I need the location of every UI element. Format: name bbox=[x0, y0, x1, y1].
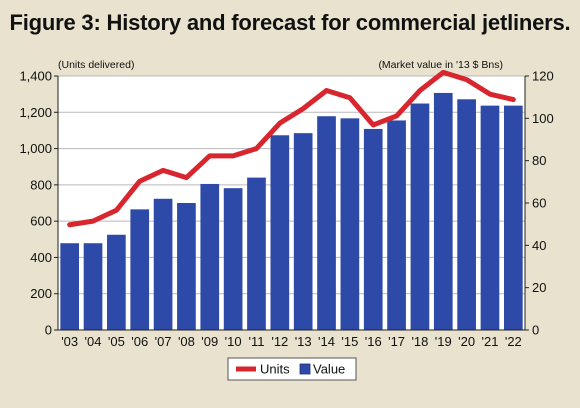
right-tick-label: 120 bbox=[532, 69, 554, 84]
left-tick-label: 0 bbox=[45, 323, 52, 338]
right-tick-label: 80 bbox=[532, 153, 546, 168]
value-bar bbox=[107, 234, 126, 330]
left-tick-label: 1,400 bbox=[19, 69, 52, 84]
left-tick-label: 800 bbox=[30, 177, 52, 192]
x-tick-label: '12 bbox=[271, 334, 288, 349]
left-tick-label: 1,000 bbox=[19, 141, 52, 156]
x-tick-label: '22 bbox=[505, 334, 522, 349]
value-bar bbox=[340, 118, 360, 330]
value-bar bbox=[363, 128, 383, 330]
value-bar bbox=[223, 188, 243, 330]
x-tick-label: '10 bbox=[225, 334, 242, 349]
left-tick-label: 600 bbox=[30, 214, 52, 229]
right-tick-label: 20 bbox=[532, 280, 546, 295]
value-bar bbox=[153, 198, 173, 330]
x-tick-label: '11 bbox=[248, 334, 264, 349]
value-bar bbox=[200, 183, 220, 330]
x-tick-label: '05 bbox=[108, 334, 125, 349]
legend-units-label: Units bbox=[260, 362, 290, 377]
x-tick-label: '13 bbox=[295, 334, 312, 349]
left-tick-label: 1,200 bbox=[19, 105, 52, 120]
value-bar bbox=[130, 209, 150, 330]
legend-value-label: Value bbox=[313, 362, 345, 377]
x-tick-label: '18 bbox=[411, 334, 428, 349]
left-tick-label: 200 bbox=[30, 286, 52, 301]
x-tick-label: '15 bbox=[341, 334, 358, 349]
x-tick-label: '17 bbox=[388, 334, 405, 349]
value-bar bbox=[177, 203, 196, 330]
value-bar bbox=[60, 243, 80, 330]
value-bar bbox=[387, 120, 406, 330]
x-tick-label: '04 bbox=[85, 334, 102, 349]
x-tick-label: '08 bbox=[178, 334, 195, 349]
x-tick-label: '07 bbox=[155, 334, 172, 349]
right-axis-label: (Market value in '13 $ Bns) bbox=[378, 59, 503, 71]
x-tick-label: '14 bbox=[318, 334, 335, 349]
value-bar bbox=[83, 243, 103, 330]
x-tick-label: '19 bbox=[435, 334, 452, 349]
right-tick-label: 0 bbox=[532, 323, 539, 338]
value-bar bbox=[433, 92, 453, 330]
x-tick-label: '21 bbox=[481, 334, 498, 349]
x-tick-label: '03 bbox=[61, 334, 78, 349]
legend-box bbox=[227, 357, 357, 381]
value-bar bbox=[503, 105, 523, 330]
right-tick-label: 100 bbox=[532, 111, 554, 126]
value-bar bbox=[480, 105, 500, 330]
units-line bbox=[67, 69, 516, 228]
right-tick-label: 60 bbox=[532, 196, 546, 211]
value-bar bbox=[410, 103, 430, 331]
chart-title: Figure 3: History and forecast for comme… bbox=[9, 10, 571, 35]
value-bar bbox=[293, 133, 313, 330]
value-bar bbox=[317, 116, 336, 330]
x-tick-label: '16 bbox=[365, 334, 382, 349]
right-tick-label: 40 bbox=[532, 238, 546, 253]
x-tick-label: '20 bbox=[458, 334, 475, 349]
value-bar bbox=[247, 177, 266, 330]
legend-value-swatch bbox=[299, 363, 311, 375]
x-tick-label: '09 bbox=[201, 334, 218, 349]
left-tick-label: 400 bbox=[30, 250, 52, 265]
x-tick-label: '06 bbox=[131, 334, 148, 349]
value-bar bbox=[270, 135, 290, 330]
value-bar bbox=[457, 99, 476, 331]
left-axis-label: (Units delivered) bbox=[58, 59, 134, 71]
